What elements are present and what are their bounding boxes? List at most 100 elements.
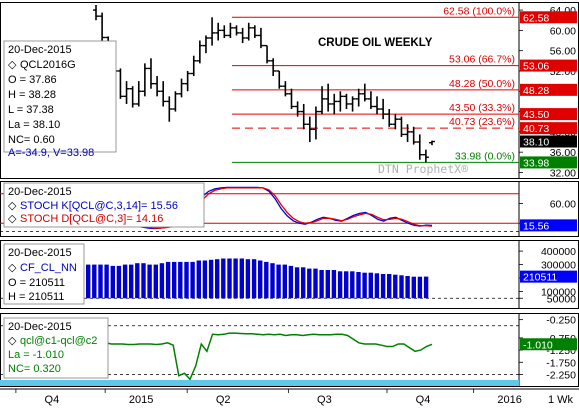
commitment-bar-26: [245, 259, 251, 299]
retracement-label-0: 62.58 (100.0%): [443, 5, 515, 17]
x-tick-label-3: Q3: [317, 394, 332, 406]
legend-low: L = 37.38: [8, 104, 54, 116]
commitment-bar-41: [337, 271, 343, 299]
commitment-bar-12: [159, 263, 165, 299]
spread-last: La = -1.010: [8, 349, 64, 361]
commitment-bar-44: [356, 272, 361, 299]
price-2-tag-label: 48.28: [523, 85, 549, 97]
commitment-bar-23: [227, 258, 232, 299]
commitment-bar-52: [405, 276, 410, 299]
stoch-series-1: [99, 187, 433, 229]
commitment-bar-29: [264, 261, 269, 299]
watermark: DTN ProphetX®: [378, 162, 468, 176]
stoch-k-marker: ◇: [8, 200, 17, 212]
price-4-tag-box: [520, 122, 577, 135]
commitment-bar-0: [86, 264, 91, 299]
retracement-label-1: 53.06 (66.7%): [449, 54, 515, 66]
price-4-tag-label: 40.73: [523, 123, 549, 135]
spread-tick-label-3: -1.750: [546, 357, 576, 369]
x-tick-label-4: Q4: [416, 394, 431, 406]
legend-date: 20-Dec-2015: [8, 44, 72, 56]
legend-av: A=-34.9, V=33.98: [8, 147, 94, 159]
commitment-tick-label-1: 300000: [541, 260, 576, 272]
price-1-tag-box: [520, 59, 577, 72]
legend-last: La = 38.10: [8, 119, 60, 131]
commitment-bar-1: [92, 264, 97, 299]
stoch-tag-box: [520, 219, 577, 232]
price-retracements: 62.58 (100.0%) 53.06 (66.7%) 48.28 (50.0%)…: [232, 5, 519, 163]
commitment-bar-31: [276, 264, 281, 299]
commitment-bar-42: [344, 271, 349, 299]
commitment-bar-28: [258, 260, 263, 299]
price-panel[interactable]: 62.58 (100.0%) 53.06 (66.7%) 48.28 (50.0%)…: [3, 5, 577, 179]
commitment-bar-21: [215, 259, 220, 299]
stoch-legend-date: 20-Dec-2015: [8, 186, 72, 198]
cf-legend-date: 20-Dec-2015: [8, 247, 72, 259]
x-tick-label-1: 2015: [129, 394, 153, 406]
commitment-bar-35: [301, 267, 306, 299]
price-0-tag-label: 62.58: [523, 12, 549, 24]
commitment-tag-label: 210511: [523, 272, 557, 284]
spread-tick-label-0: -0.250: [546, 315, 576, 327]
commitment-bar-34: [294, 267, 300, 299]
x-axis: Q4 2015 Q2 Q3 Q4 2016: [0, 388, 579, 406]
legend-net-change: NC= 0.60: [8, 134, 55, 146]
commitment-bar-9: [141, 263, 146, 299]
commitment-bar-11: [153, 264, 158, 299]
commitment-tag-box: [520, 270, 577, 283]
price-6-tag-label: 33.98: [523, 157, 549, 169]
commitment-bar-38: [319, 270, 324, 299]
retracement-label-5: 33.98 (0.0%): [455, 150, 515, 162]
commitment-bar-43: [350, 271, 355, 299]
stoch-d-label: STOCH D[QCL@C,3]= 14.16: [20, 213, 163, 225]
spread-tag-label: -1.010: [523, 339, 553, 351]
stochastic-panel[interactable]: 60.0020.00 15.56 20-Dec-2015 ◇ STOCH K[Q…: [0, 182, 577, 232]
commitment-bar-24: [233, 258, 238, 299]
commitment-bar-5: [116, 265, 122, 299]
commitment-bar-32: [282, 264, 287, 299]
commitment-tick-label-4: 50000: [547, 293, 576, 305]
commitment-bar-36: [307, 268, 312, 299]
price-3-tag-box: [520, 108, 577, 121]
commitment-bar-50: [393, 274, 398, 299]
commitment-bar-25: [239, 258, 244, 299]
commitment-bar-54: [417, 276, 423, 299]
spread-panel[interactable]: -0.250-0.750-1.250-1.750-2.250 -1.010 20…: [0, 315, 577, 382]
commitment-bar-4: [110, 265, 115, 299]
price-tags: 62.58 53.06 48.28 43.50 40.73 38.10 33.98: [520, 11, 577, 169]
price-tick-label-1: 60.00: [550, 25, 576, 37]
spread-line: [100, 332, 433, 381]
price-tick-label-8: 32.00: [550, 167, 576, 179]
commitment-bar-14: [172, 261, 177, 299]
chart-title: CRUDE OIL WEEKLY: [318, 37, 433, 49]
price-0-tag-box: [520, 11, 577, 24]
commitment-bar-55: [423, 276, 429, 299]
retracement-label-4: 40.73 (23.6%): [449, 116, 515, 128]
retracement-label-3: 43.50 (33.3%): [449, 102, 515, 114]
commitment-bar-2: [98, 264, 103, 299]
price-6-tag-box: [520, 156, 577, 169]
commitment-bar-8: [135, 263, 140, 299]
price-2-tag-box: [520, 83, 577, 96]
stochastic-tags: 15.56: [520, 219, 577, 232]
price-5-tag-label: 38.10: [523, 137, 549, 149]
commitment-bar-40: [331, 270, 337, 299]
commitment-bar-6: [122, 264, 128, 299]
commitment-tick-label-3: 100000: [541, 287, 576, 299]
spread-tick-label-4: -2.250: [546, 369, 576, 381]
interval-label[interactable]: 1 Wk: [548, 394, 574, 406]
price-1-tag-label: 53.06: [523, 61, 549, 73]
cf-open: O = 210511: [8, 277, 65, 289]
commitment-tick-label-0: 400000: [541, 246, 576, 258]
spread-series-0: [100, 332, 433, 381]
time-strip: [0, 380, 519, 386]
commitment-panel[interactable]: 40000030000020000010000050000 210511 20-…: [0, 243, 577, 305]
commitment-bar-37: [313, 268, 318, 299]
spread-symbol-marker: ◇: [8, 335, 17, 347]
commitment-bar-33: [288, 265, 294, 299]
commitment-bar-46: [368, 272, 373, 299]
commitment-bar-47: [374, 273, 380, 299]
commitment-bar-19: [202, 260, 208, 299]
price-5-tag-box: [520, 135, 577, 148]
